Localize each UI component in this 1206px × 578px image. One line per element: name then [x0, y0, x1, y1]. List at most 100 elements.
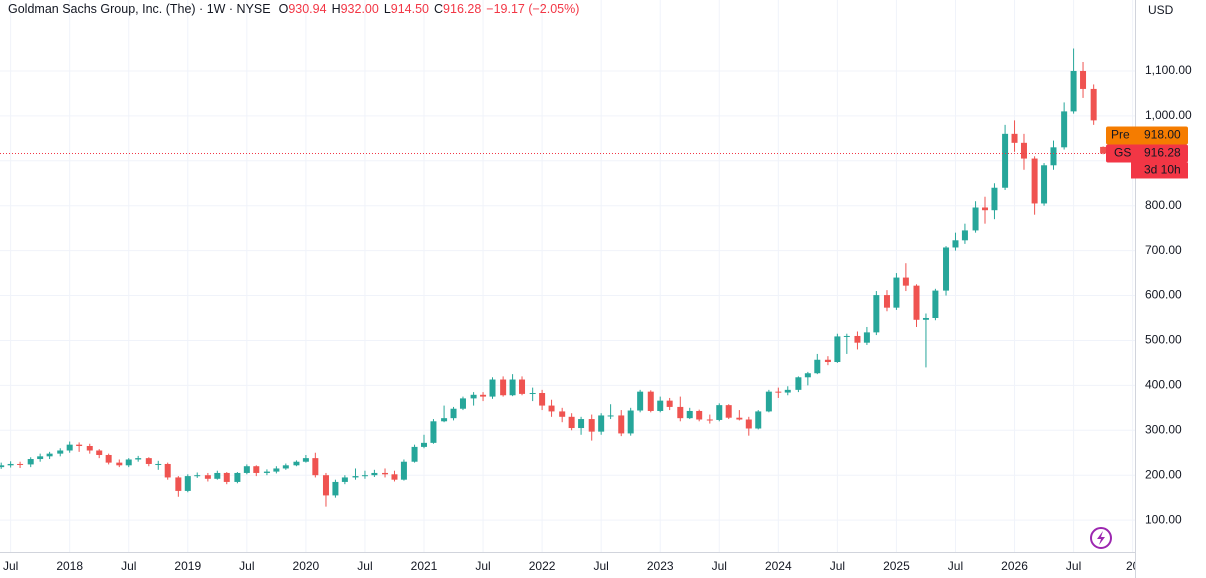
candle-body: [824, 359, 831, 363]
last-price-value: 916.28: [1144, 146, 1181, 160]
candle-body: [0, 465, 5, 468]
candle-body: [1031, 158, 1038, 204]
candle-body: [666, 400, 673, 407]
candle-body: [647, 391, 654, 411]
candle-body: [421, 442, 428, 447]
candle-body: [175, 477, 182, 491]
header-name: Goldman Sachs Group, Inc. (The) · 1W · N…: [8, 2, 271, 16]
candle-body: [1011, 133, 1018, 143]
candle-body: [400, 461, 407, 480]
candle-body: [873, 295, 880, 333]
candle-body: [883, 295, 890, 308]
candle-body: [677, 406, 684, 419]
candle-body: [559, 411, 566, 417]
candle-body: [627, 410, 634, 434]
currency: USD: [1148, 3, 1174, 17]
ohlc-label: L: [384, 2, 391, 16]
ohlc-value: 932.00: [341, 2, 379, 16]
candle-body: [519, 379, 526, 394]
candle-body: [696, 410, 703, 420]
candle-body: [716, 405, 723, 420]
candle-body: [204, 475, 211, 479]
x-tick-label: 20: [1126, 559, 1140, 573]
y-tick-label: 100.00: [1145, 512, 1182, 526]
candle-body: [214, 472, 221, 479]
x-tick-label: 2026: [1001, 559, 1028, 573]
candle-body: [184, 476, 191, 491]
candle-body: [430, 421, 437, 443]
candle-body: [775, 391, 782, 393]
countdown-box: [1131, 162, 1188, 179]
candle-body: [86, 446, 93, 451]
candle-body: [932, 290, 939, 318]
candle-body: [361, 475, 368, 477]
candle-body: [76, 444, 83, 447]
candle-body: [282, 465, 289, 469]
y-tick-label: 700.00: [1145, 243, 1182, 257]
x-tick-label: 2019: [174, 559, 201, 573]
candle-body: [913, 285, 920, 320]
candle-body: [539, 393, 546, 406]
candle-body: [509, 379, 516, 396]
x-tick-label: 2025: [883, 559, 910, 573]
candle-body: [854, 335, 861, 343]
premarket-label: Pre: [1111, 128, 1130, 142]
candle-body: [982, 207, 989, 211]
x-tick-label: Jul: [948, 559, 963, 573]
candle-body: [618, 415, 625, 434]
candle-body: [598, 415, 605, 432]
candle-body: [234, 472, 241, 482]
watermark-icon: [1090, 527, 1112, 549]
candle-body: [253, 466, 260, 473]
candle-body: [293, 461, 300, 466]
candle-body: [470, 394, 477, 399]
candle-body: [223, 472, 230, 482]
plot-area: [0, 48, 1135, 507]
header: Goldman Sachs Group, Inc. (The) · 1W · N…: [8, 2, 579, 16]
candle-body: [332, 481, 339, 496]
x-tick-label: Jul: [830, 559, 845, 573]
candle-body: [243, 466, 250, 473]
candle-body: [578, 419, 585, 429]
candle-body: [1002, 133, 1009, 188]
candle-body: [1070, 70, 1077, 112]
candle-body: [352, 476, 359, 478]
candle-body: [145, 458, 152, 464]
candle-body: [27, 459, 34, 465]
candle-body: [1020, 142, 1027, 159]
premarket-box: [1106, 126, 1188, 145]
candle-body: [57, 450, 64, 454]
axes: 100.00 200.00 300.00 400.00 500.00 600.00 700.…: [3, 63, 1192, 573]
candle-body: [863, 332, 870, 343]
candle-body: [7, 463, 14, 466]
y-tick-label: 500.00: [1145, 333, 1182, 347]
candle-body: [961, 230, 968, 241]
candle-body: [922, 317, 929, 320]
candle-body: [480, 394, 487, 397]
x-tick-label: Jul: [239, 559, 254, 573]
premarket-value: 918.00: [1144, 128, 1181, 142]
candle-body: [637, 391, 644, 411]
candle-body: [1090, 88, 1097, 121]
candle-body: [155, 463, 162, 465]
candle-body: [755, 411, 762, 429]
candle-body: [607, 415, 614, 417]
ohlc-value: 930.94: [288, 2, 326, 16]
x-tick-label: 2018: [56, 559, 83, 573]
y-tick-label: 600.00: [1145, 288, 1182, 302]
candle-body: [843, 335, 850, 337]
candle-body: [765, 391, 772, 412]
candle-body: [1100, 146, 1107, 154]
y-tick-label: 300.00: [1145, 422, 1182, 436]
candle-body: [46, 453, 53, 457]
ohlc-value: 916.28: [443, 2, 481, 16]
candle-body: [795, 377, 802, 390]
candle-body: [459, 398, 466, 409]
x-tick-label: 2021: [411, 559, 438, 573]
candle-body: [686, 410, 693, 419]
candle-body: [500, 379, 507, 396]
candle-body: [164, 463, 171, 478]
x-tick-label: Jul: [121, 559, 136, 573]
